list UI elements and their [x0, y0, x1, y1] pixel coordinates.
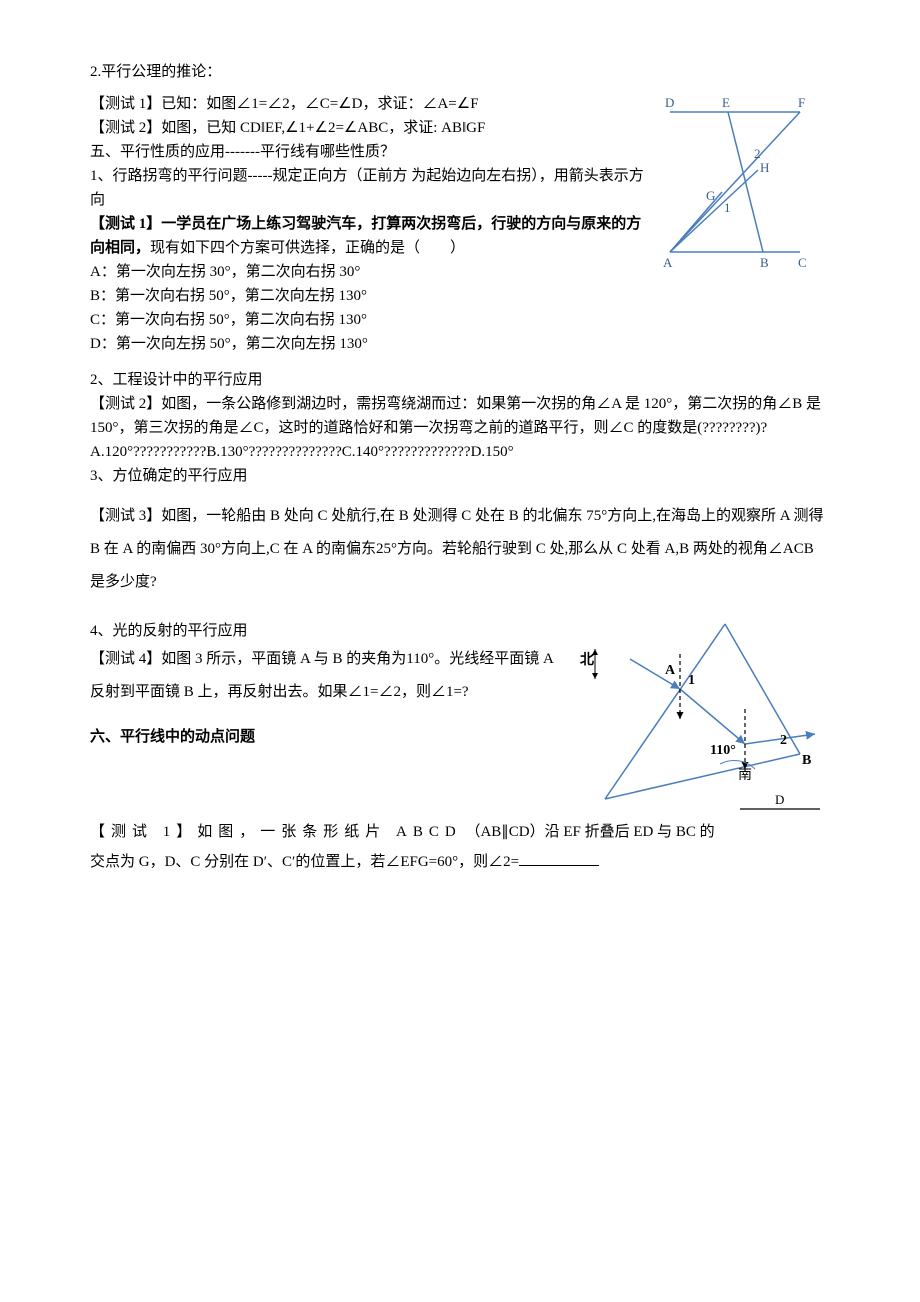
fig3-D: D	[775, 792, 784, 807]
q6-test-1-spaced: 【测试 1】如图，一张条形纸片 ABCD	[90, 824, 462, 840]
fig1-label-A: A	[663, 255, 673, 270]
fig2-2: 2	[780, 733, 787, 748]
q1-option-c: C：第一次向右拐 50°，第二次向右拐 130°	[90, 308, 830, 332]
q3-title: 3、方位确定的平行应用	[90, 464, 830, 488]
fig2-angle: 110°	[710, 743, 736, 758]
fig1-label-D: D	[665, 95, 674, 110]
answer-blank[interactable]	[519, 850, 599, 866]
fig2-south: 南	[738, 767, 752, 783]
fig1-label-B: B	[760, 255, 769, 270]
q2-test: 【测试 2】如图，一条公路修到湖边时，需拐弯绕湖而过：如果第一次拐的角∠A 是 …	[90, 392, 830, 440]
figure-2: 北 南 A B 1 2 110°	[570, 609, 830, 817]
fig2-A: A	[665, 663, 676, 678]
q1-rest: 现有如下四个方案可供选择，正确的是（ ）	[150, 240, 465, 256]
fig1-label-C: C	[798, 255, 807, 270]
figure-1: D E F A B C H G 2 1	[660, 92, 830, 280]
q2-title: 2、工程设计中的平行应用	[90, 368, 830, 392]
axiom-corollary-title: 2.平行公理的推论：	[90, 60, 830, 84]
fig2-1: 1	[688, 673, 695, 688]
fig1-label-G: G	[706, 188, 715, 203]
q1-option-d: D：第一次向左拐 50°，第二次向左拐 130°	[90, 332, 830, 356]
q2-options: A.120°???????????B.130°??????????????C.1…	[90, 440, 830, 464]
fig1-label-E: E	[722, 95, 730, 110]
fig2-B: B	[802, 753, 811, 768]
figure-3: D	[730, 789, 830, 837]
q1-option-b: B：第一次向右拐 50°，第二次向左拐 130°	[90, 284, 830, 308]
q3-test: 【测试 3】如图，一轮船由 B 处向 C 处航行,在 B 处测得 C 处在 B …	[90, 500, 830, 599]
fig1-label-2: 2	[754, 146, 761, 161]
fig2-north: 北	[580, 652, 594, 668]
fig1-label-1: 1	[724, 200, 731, 215]
fig1-label-H: H	[760, 160, 769, 175]
fig1-label-F: F	[798, 95, 805, 110]
